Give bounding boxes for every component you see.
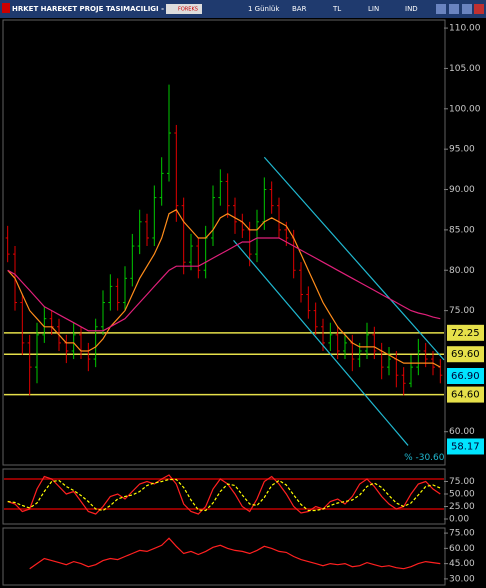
close-btn[interactable] xyxy=(474,4,484,14)
y-tick-label: 0.00 xyxy=(449,515,469,525)
y-tick-label: 105.00 xyxy=(449,64,481,74)
series-line xyxy=(7,237,441,332)
minimize-btn[interactable] xyxy=(436,4,446,14)
y-tick-label: 100.00 xyxy=(449,104,481,114)
toolbar-bg xyxy=(0,0,486,18)
y-tick-label: 45.00 xyxy=(449,559,475,569)
level-label: 69.60 xyxy=(451,349,480,360)
y-tick-label: 50.00 xyxy=(449,490,475,500)
price-label: 58.17 xyxy=(451,441,480,452)
osc1-frame xyxy=(2,468,446,525)
maximize-btn[interactable] xyxy=(449,4,459,14)
y-tick-label: 60.00 xyxy=(449,427,475,437)
trendline xyxy=(263,156,445,361)
app-icon xyxy=(2,3,10,13)
source-box[interactable] xyxy=(166,4,202,14)
price-label-box xyxy=(447,438,484,455)
series-line xyxy=(7,478,441,512)
annotation: % -30.60 xyxy=(404,453,445,463)
scale[interactable]: LIN xyxy=(368,5,379,13)
series-line xyxy=(7,474,441,515)
price-label: 66.90 xyxy=(451,371,480,382)
toolbar: HRKET HAREKET PROJE TASIMACILIGI - 1 GÜ … xyxy=(0,0,486,18)
y-tick-label: 25.00 xyxy=(449,502,475,512)
source[interactable]: FOREKS xyxy=(178,7,198,13)
level-label-box xyxy=(447,386,484,403)
y-tick-label: 90.00 xyxy=(449,185,475,195)
style[interactable]: BAR xyxy=(292,5,307,13)
y-tick-label: 75.00 xyxy=(449,477,475,487)
level-label-box xyxy=(447,324,484,341)
level-label-box xyxy=(447,346,484,363)
y-tick-label: 60.00 xyxy=(449,544,475,554)
y-tick-label: 75.00 xyxy=(449,306,475,316)
period[interactable]: 1 Günlük xyxy=(248,5,280,13)
y-tick-label: 85.00 xyxy=(449,225,475,235)
restore-btn[interactable] xyxy=(462,4,472,14)
y-tick-label: 30.00 xyxy=(449,574,475,584)
indicators[interactable]: IND xyxy=(405,5,418,13)
currency[interactable]: TL xyxy=(332,5,341,13)
main-panel-frame xyxy=(2,19,446,466)
level-label: 64.60 xyxy=(451,390,480,401)
level-label: 72.25 xyxy=(451,328,480,339)
series-line xyxy=(29,537,441,570)
trendline xyxy=(233,239,409,446)
y-tick-label: 95.00 xyxy=(449,145,475,155)
y-tick-label: 110.00 xyxy=(449,24,481,34)
osc2-frame xyxy=(2,527,446,586)
symbol-title[interactable]: HRKET HAREKET PROJE TASIMACILIGI - 1 GÜ xyxy=(12,4,185,13)
series-line xyxy=(7,208,441,368)
y-tick-label: 80.00 xyxy=(449,266,475,276)
y-tick-label: 75.00 xyxy=(449,529,475,539)
price-label-box xyxy=(447,368,484,385)
